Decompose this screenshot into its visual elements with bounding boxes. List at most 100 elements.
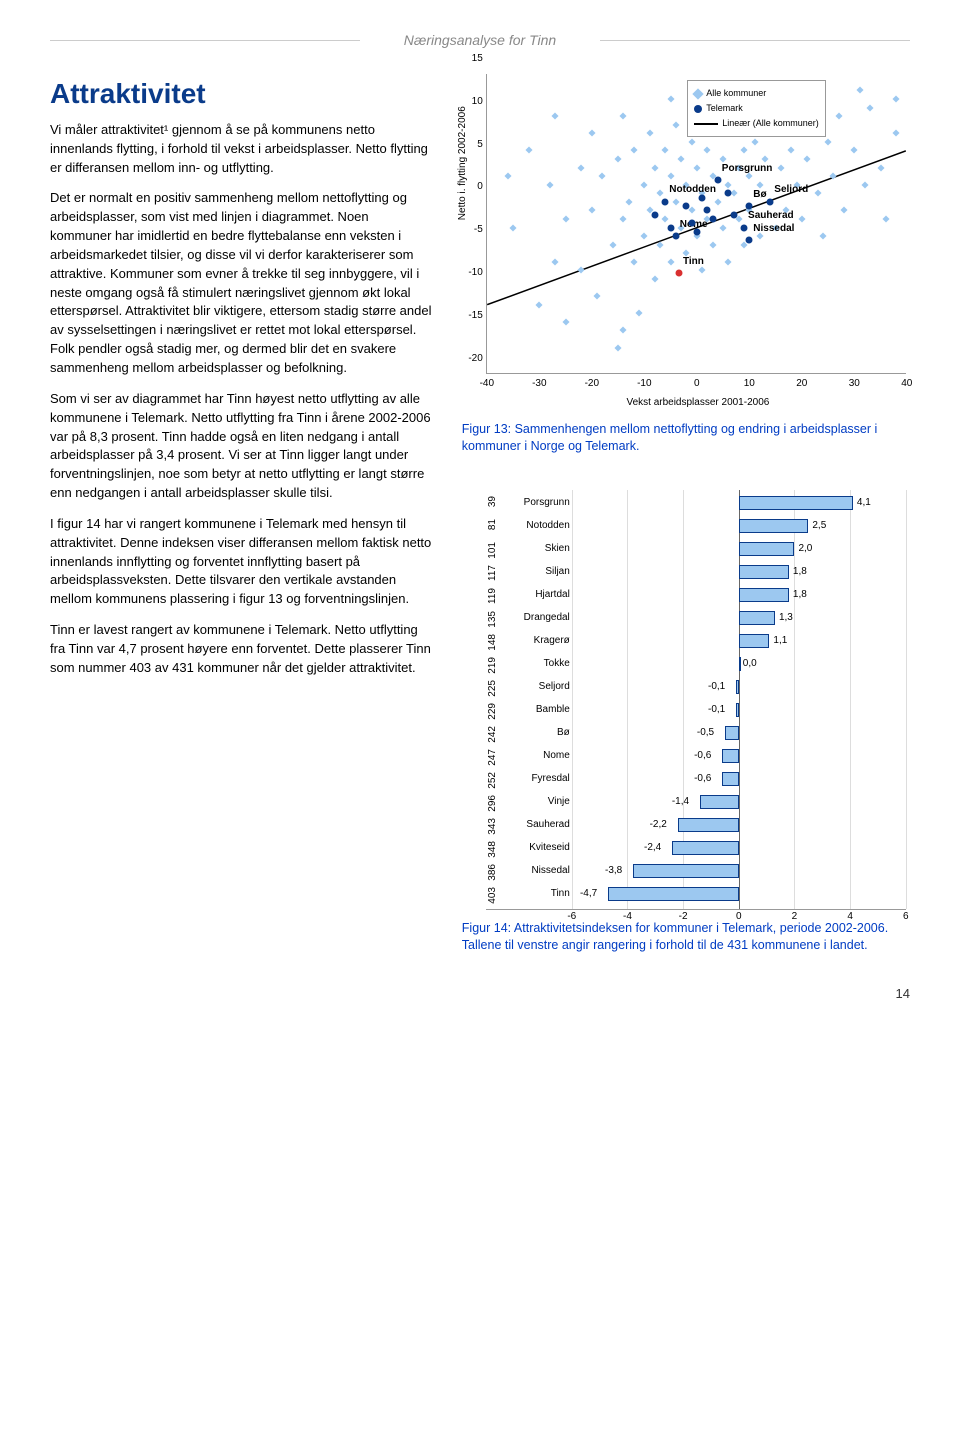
bar-rect [736, 680, 739, 694]
bar-xtick: 2 [792, 910, 798, 925]
legend-line-icon [694, 123, 718, 125]
bar-value-label: -0,6 [694, 772, 711, 787]
bar-rank: 219 [486, 657, 516, 674]
scatter-point-all [893, 95, 900, 102]
bar-rank: 81 [486, 519, 516, 530]
bar-category: Nissedal [520, 864, 570, 879]
bar-rect [739, 542, 795, 556]
bar-row: 39Porsgrunn4,1 [486, 494, 906, 512]
scatter-point-all [641, 181, 648, 188]
bar-row: 343Sauherad-2,2 [486, 816, 906, 834]
bar-row: 119Hjartdal1,8 [486, 586, 906, 604]
bar-rank: 117 [486, 565, 516, 581]
legend-tm-label: Telemark [706, 102, 743, 115]
scatter-xtick: 30 [849, 377, 860, 392]
scatter-point-all [552, 258, 559, 265]
bar-rect [722, 772, 739, 786]
scatter-point-all [882, 215, 889, 222]
scatter-point-all [594, 293, 601, 300]
bar-rect [739, 657, 741, 671]
bar-rect [739, 611, 775, 625]
bar-row: 403Tinn-4,7 [486, 885, 906, 903]
bar-rank: 252 [486, 772, 516, 789]
scatter-point-all [825, 138, 832, 145]
bar-value-label: -2,2 [650, 818, 667, 833]
bar-value-label: -2,4 [644, 841, 661, 856]
scatter-point-all [814, 190, 821, 197]
scatter-point-all [667, 258, 674, 265]
scatter-point-all [835, 113, 842, 120]
scatter-point-all [830, 173, 837, 180]
bar-category: Tinn [520, 887, 570, 902]
scatter-point-label: Notodden [669, 183, 716, 198]
scatter-point-all [620, 327, 627, 334]
bar-row: 247Nome-0,6 [486, 747, 906, 765]
scatter-point-tm [699, 194, 706, 201]
bar-rank: 148 [486, 634, 516, 651]
scatter-point-all [777, 164, 784, 171]
scatter-ytick: -5 [459, 223, 483, 238]
scatter-point-all [662, 147, 669, 154]
bar-rank: 39 [486, 496, 516, 507]
scatter-ylabel: Netto i. flytting 2002-2006 [456, 106, 471, 220]
scatter-point-label: Nissedal [753, 222, 794, 237]
bar-value-label: 0,0 [743, 657, 757, 672]
scatter-point-all [641, 233, 648, 240]
scatter-xtick: -10 [637, 377, 651, 392]
bar-row: 225Seljord-0,1 [486, 678, 906, 696]
scatter-ytick: 5 [459, 137, 483, 152]
scatter-point-tm [767, 198, 774, 205]
scatter-point-all [851, 147, 858, 154]
scatter-legend: Alle kommuner Telemark Lineær (Alle komm… [687, 80, 826, 137]
bar-plot-area: -6-4-2024639Porsgrunn4,181Notodden2,5101… [486, 490, 906, 910]
scatter-point-all [651, 275, 658, 282]
scatter-point-all [798, 215, 805, 222]
bar-row: 348Kviteseid-2,4 [486, 839, 906, 857]
scatter-point-tm [704, 207, 711, 214]
running-header: Næringsanalyse for Tinn [50, 30, 910, 50]
bar-category: Porsgrunn [520, 496, 570, 511]
bar-caption: Figur 14: Attraktivitetsindeksen for kom… [462, 920, 910, 955]
scatter-point-all [856, 87, 863, 94]
bar-rect [736, 703, 739, 717]
scatter-point-all [630, 147, 637, 154]
scatter-xtick: 0 [694, 377, 700, 392]
scatter-point-tm [709, 216, 716, 223]
para-2: Det er normalt en positiv sammenheng mel… [50, 189, 432, 377]
scatter-xtick: -20 [585, 377, 599, 392]
bar-row: 296Vinje-1,4 [486, 793, 906, 811]
scatter-point-all [588, 207, 595, 214]
scatter-point-all [819, 233, 826, 240]
scatter-point-all [657, 190, 664, 197]
scatter-point-all [709, 241, 716, 248]
scatter-point-all [578, 267, 585, 274]
legend-line-label: Lineær (Alle kommuner) [722, 117, 819, 130]
bar-category: Drangedal [520, 611, 570, 626]
scatter-point-tm [693, 228, 700, 235]
bar-category: Kragerø [520, 634, 570, 649]
bar-category: Hjartdal [520, 588, 570, 603]
scatter-point-all [510, 224, 517, 231]
bar-rank: 119 [486, 588, 516, 604]
scatter-point-all [893, 130, 900, 137]
bar-value-label: -3,8 [605, 864, 622, 879]
scatter-point-all [609, 241, 616, 248]
bar-category: Siljan [520, 565, 570, 580]
scatter-point-all [651, 164, 658, 171]
scatter-point-all [714, 198, 721, 205]
bar-value-label: 1,8 [793, 565, 807, 580]
para-5: Tinn er lavest rangert av kommunene i Te… [50, 621, 432, 678]
scatter-point-all [678, 155, 685, 162]
bar-xtick: 4 [847, 910, 853, 925]
bar-category: Bamble [520, 703, 570, 718]
bar-rank: 247 [486, 749, 516, 766]
bar-rect [739, 634, 770, 648]
scatter-point-tm [730, 211, 737, 218]
scatter-point-all [615, 344, 622, 351]
bar-xtick: 0 [736, 910, 742, 925]
section-heading: Attraktivitet [50, 74, 432, 115]
scatter-ytick: -15 [459, 309, 483, 324]
scatter-point-tm [667, 224, 674, 231]
para-4: I figur 14 har vi rangert kommunene i Te… [50, 515, 432, 609]
scatter-point-all [646, 130, 653, 137]
